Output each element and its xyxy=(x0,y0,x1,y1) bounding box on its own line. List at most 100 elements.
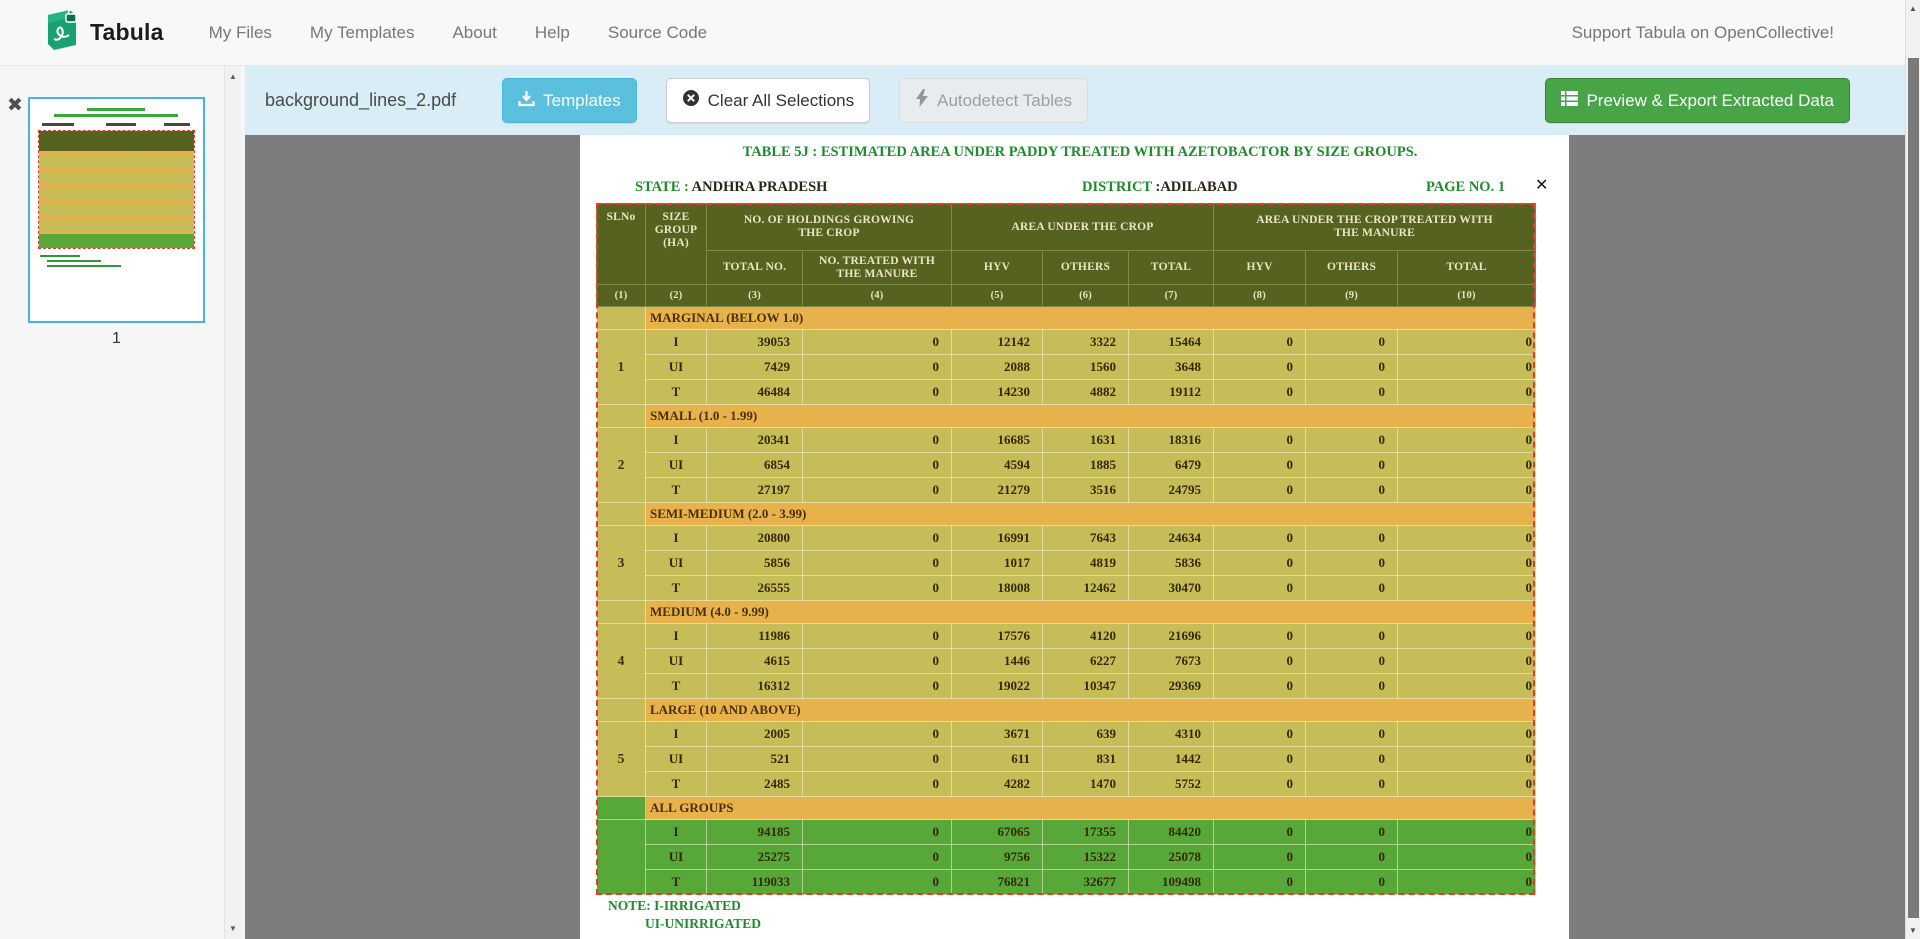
page-thumbnail[interactable] xyxy=(28,97,205,323)
value-cell: 0 xyxy=(1305,771,1399,797)
value-cell: 0 xyxy=(802,771,952,797)
table-row: 3 I 20800 0 16991 7643 24634 0 0 0 xyxy=(596,525,1537,601)
table-row: I 94185 0 67065 17355 84420 0 0 0 xyxy=(596,819,1537,895)
type-cell: T xyxy=(645,379,707,405)
value-cell: 0 xyxy=(1305,623,1399,649)
thumb-table-header xyxy=(39,131,194,151)
remove-circle-icon xyxy=(682,89,700,112)
value-cell: 0 xyxy=(802,673,952,699)
value-cell: 0 xyxy=(1397,623,1537,649)
nav-my-files[interactable]: My Files xyxy=(208,22,272,42)
preview-export-button[interactable]: Preview & Export Extracted Data xyxy=(1545,78,1850,123)
value-cell: 0 xyxy=(802,452,952,478)
value-cell: 67065 xyxy=(951,819,1043,845)
value-cell: 27197 xyxy=(706,477,803,503)
value-cell: 0 xyxy=(802,869,952,895)
type-cell: T xyxy=(645,869,707,895)
pdf-district: DISTRICT :ADILABAD xyxy=(1082,179,1238,195)
value-cell: 3322 xyxy=(1042,329,1129,355)
scroll-down-icon[interactable]: ▼ xyxy=(1909,926,1917,935)
scroll-up-icon[interactable]: ▲ xyxy=(1909,4,1917,13)
current-filename: background_lines_2.pdf xyxy=(265,90,457,110)
table-row: UI 7429 0 2088 1560 3648 0 0 0 xyxy=(597,354,1537,380)
slno-cell: 1 xyxy=(596,329,646,405)
close-file-icon[interactable]: ✖ xyxy=(7,94,23,116)
slno-cell: 3 xyxy=(596,525,646,601)
sidebar-scrollbar[interactable]: ▲ ▼ xyxy=(224,66,241,939)
nav-help[interactable]: Help xyxy=(534,22,570,42)
thumb-note-line xyxy=(47,260,101,262)
value-cell: 2485 xyxy=(706,771,803,797)
value-cell: 19112 xyxy=(1127,379,1215,405)
type-cell: I xyxy=(645,819,707,845)
value-cell: 0 xyxy=(1305,477,1399,503)
value-cell: 19022 xyxy=(951,673,1043,699)
value-cell: 0 xyxy=(802,819,952,845)
value-cell: 0 xyxy=(1397,575,1537,601)
group-row: MARGINAL (BELOW 1.0) xyxy=(596,306,1537,330)
value-cell: 0 xyxy=(1397,819,1537,845)
pdf-notes: NOTE: I-IRRIGATED UI-UNIRRIGATED xyxy=(608,898,762,931)
scrollbar-thumb[interactable] xyxy=(1908,58,1919,918)
value-cell: 46484 xyxy=(706,379,803,405)
support-link[interactable]: Support Tabula on OpenCollective! xyxy=(1571,22,1834,42)
thumb-table-selection xyxy=(38,130,195,249)
header-col-number: (8) xyxy=(1213,284,1307,307)
thumb-table-body xyxy=(39,151,194,248)
value-cell: 94185 xyxy=(706,819,803,845)
value-cell: 20341 xyxy=(706,427,803,453)
table-row: T 119033 0 76821 32677 109498 0 0 0 xyxy=(597,869,1537,895)
value-cell: 4120 xyxy=(1042,623,1129,649)
value-cell: 0 xyxy=(1305,869,1399,895)
flash-icon xyxy=(915,89,929,112)
value-cell: 0 xyxy=(1305,525,1399,551)
value-cell: 1442 xyxy=(1127,746,1215,772)
value-cell: 0 xyxy=(1397,525,1537,551)
value-cell: 639 xyxy=(1042,721,1129,747)
autodetect-tables-button[interactable]: Autodetect Tables xyxy=(899,78,1088,123)
group-label: ALL GROUPS xyxy=(644,796,1537,820)
value-cell: 0 xyxy=(1213,844,1307,870)
header-col-number: (2) xyxy=(645,284,707,307)
table-row: 5 I 2005 0 3671 639 4310 0 0 0 xyxy=(596,721,1537,797)
remove-selection-icon[interactable]: ✕ xyxy=(1535,175,1549,194)
value-cell: 0 xyxy=(1305,648,1399,674)
type-cell: UI xyxy=(645,550,707,576)
clear-all-selections-button[interactable]: Clear All Selections xyxy=(665,78,871,123)
table-row: UI 521 0 611 831 1442 0 0 0 xyxy=(597,746,1537,772)
group-row: ALL GROUPS xyxy=(596,796,1537,820)
value-cell: 0 xyxy=(1397,648,1537,674)
thumb-note-line xyxy=(40,255,80,257)
thumb-meta-line xyxy=(106,123,136,126)
value-cell: 0 xyxy=(1213,329,1307,355)
header-col-number: (3) xyxy=(706,284,803,307)
value-cell: 0 xyxy=(1213,452,1307,478)
value-cell: 109498 xyxy=(1127,869,1215,895)
sidebar: ✖ 1 ▲ ▼ xyxy=(0,66,245,939)
nav-my-templates[interactable]: My Templates xyxy=(309,22,415,42)
thumb-note-line xyxy=(47,265,121,267)
value-cell: 0 xyxy=(802,623,952,649)
value-cell: 611 xyxy=(951,746,1043,772)
nav-about[interactable]: About xyxy=(452,22,497,42)
window-scrollbar[interactable]: ▲ ▼ xyxy=(1905,0,1920,939)
value-cell: 0 xyxy=(1397,844,1537,870)
templates-button[interactable]: Templates xyxy=(502,78,637,123)
scroll-up-icon[interactable]: ▲ xyxy=(229,72,237,81)
header-subcell: HYV xyxy=(1213,250,1307,285)
thumb-meta-line xyxy=(164,123,190,126)
value-cell: 0 xyxy=(1213,575,1307,601)
type-cell: I xyxy=(645,721,707,747)
nav-source-code[interactable]: Source Code xyxy=(607,22,708,42)
pdf-state: STATE : ANDHRA PRADESH xyxy=(635,179,828,195)
group-label: SMALL (1.0 - 1.99) xyxy=(644,404,1537,428)
header-subcell: TOTAL NO. xyxy=(706,250,803,285)
scroll-down-icon[interactable]: ▼ xyxy=(229,924,237,933)
value-cell: 0 xyxy=(1397,771,1537,797)
value-cell: 0 xyxy=(1213,648,1307,674)
value-cell: 0 xyxy=(1397,379,1537,405)
brand-link[interactable]: Tabula xyxy=(44,9,164,56)
value-cell: 12462 xyxy=(1042,575,1129,601)
value-cell: 20800 xyxy=(706,525,803,551)
table-selection-region[interactable] xyxy=(596,203,1535,895)
